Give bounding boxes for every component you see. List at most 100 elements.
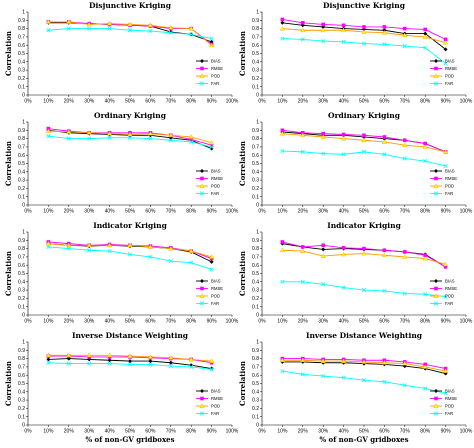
data-point-pod: [279, 247, 285, 253]
data-point-far: [148, 29, 153, 34]
x-tick-label: 40%: [105, 429, 116, 435]
x-tick-label: 30%: [84, 209, 95, 215]
x-tick-label: 80%: [420, 99, 431, 105]
legend-label: BIAS: [211, 169, 221, 174]
data-point-far: [443, 163, 448, 169]
marker-stroke: [107, 249, 112, 254]
data-point-pod: [402, 142, 408, 148]
x-tick-label: 70%: [166, 319, 177, 325]
data-point-pod: [381, 360, 387, 365]
data-point-far: [280, 368, 285, 374]
legend-label: POD: [445, 74, 454, 79]
marker-stroke: [280, 368, 285, 374]
data-point-pod: [188, 26, 194, 31]
marker-stroke: [66, 246, 71, 251]
legend-label: RMSE: [211, 176, 223, 181]
y-tick-label: 1: [22, 230, 25, 236]
marker-stroke: [280, 36, 285, 41]
data-point-far: [127, 135, 133, 140]
data-point-far: [189, 364, 194, 369]
y-tick-label: 0.2: [252, 406, 259, 412]
x-tick-label: 0%: [258, 209, 266, 215]
marker-stroke: [107, 135, 112, 140]
legend-marker: [433, 301, 439, 306]
y-tick-label: 0.3: [252, 398, 259, 404]
y-tick-label: 0.6: [18, 153, 25, 159]
data-point-far: [361, 378, 367, 383]
marker-stroke: [189, 139, 194, 145]
data-point-pod: [279, 357, 285, 363]
marker-stroke: [433, 81, 439, 86]
data-point-far: [189, 260, 194, 265]
marker-stroke: [300, 37, 305, 42]
x-tick-label: 50%: [359, 209, 370, 215]
y-axis-label: Correlation: [238, 141, 247, 186]
y-tick-label: 0.1: [18, 194, 25, 200]
chart-panel-2: Disjunctive Kriging 0 0.1 0.2 0.3 0.4 0.5 0.6 0.…: [238, 1, 473, 105]
y-tick-label: 0.7: [18, 255, 25, 261]
legend-marker: [434, 176, 438, 181]
x-tick-label: 60%: [379, 99, 390, 105]
legend-marker: [200, 286, 204, 291]
marker-stroke: [423, 386, 428, 391]
data-point-far: [280, 148, 285, 154]
marker-stroke: [361, 378, 367, 383]
x-tick-label: 100%: [460, 319, 473, 325]
legend-marker: [434, 66, 438, 71]
x-tick-label: 90%: [207, 429, 218, 435]
legend-marker: [434, 389, 438, 393]
legend: BIAS RMSE POD FAR: [430, 389, 457, 416]
y-tick-label: 0: [256, 313, 259, 319]
legend-marker: [199, 183, 205, 188]
legend: BIAS RMSE POD FAR: [196, 169, 223, 196]
y-tick-label: 1: [22, 120, 25, 126]
data-point-far: [402, 383, 407, 388]
data-point-rmse: [341, 23, 346, 28]
x-tick-label: 10%: [277, 319, 288, 325]
data-point-pod: [188, 356, 194, 362]
legend: BIAS RMSE POD FAR: [430, 279, 457, 306]
data-point-rmse: [321, 22, 325, 27]
y-tick-label: 0.1: [252, 304, 259, 310]
x-tick-label: 50%: [359, 319, 370, 325]
legend-label: POD: [445, 184, 454, 189]
marker-stroke: [321, 373, 326, 379]
data-point-rmse: [301, 20, 305, 25]
data-point-pod: [443, 368, 449, 373]
data-point-pod: [107, 352, 113, 358]
data-point-bias: [46, 357, 51, 362]
y-tick-label: 0.3: [252, 288, 259, 294]
data-point-pod: [209, 42, 215, 47]
y-tick-label: 0.7: [18, 145, 25, 151]
data-point-far: [443, 61, 448, 66]
data-point-rmse: [341, 245, 346, 250]
x-tick-label: 0%: [258, 99, 266, 105]
data-point-far: [402, 291, 407, 296]
marker-stroke: [148, 254, 153, 259]
data-point-far: [66, 361, 71, 366]
marker-stroke: [402, 291, 407, 296]
marker-stroke: [321, 38, 326, 44]
x-tick-label: 10%: [43, 319, 54, 325]
marker-stroke: [209, 144, 214, 149]
data-point-far: [300, 372, 305, 377]
data-point-rmse: [362, 246, 366, 251]
data-point-pod: [300, 132, 306, 138]
x-tick-label: 10%: [43, 429, 54, 435]
data-point-pod: [66, 129, 72, 134]
marker-stroke: [341, 39, 346, 44]
x-tick-label: 70%: [400, 319, 411, 325]
data-point-pod: [168, 355, 174, 360]
data-point-pod: [381, 30, 387, 35]
y-tick-label: 0.2: [18, 406, 25, 412]
y-tick-label: 0.6: [252, 43, 259, 49]
data-point-far: [382, 288, 387, 294]
legend-label: POD: [211, 404, 220, 409]
marker-stroke: [341, 375, 346, 380]
marker-stroke: [382, 152, 387, 157]
x-tick-label: 100%: [226, 209, 239, 215]
x-tick-label: 50%: [359, 429, 370, 435]
marker-stroke: [209, 267, 214, 272]
chart-panel-8: Inverse Distance Weighting 0 0.1 0.2 0.3 0.4 0…: [238, 331, 473, 444]
x-tick-label: 20%: [64, 99, 75, 105]
